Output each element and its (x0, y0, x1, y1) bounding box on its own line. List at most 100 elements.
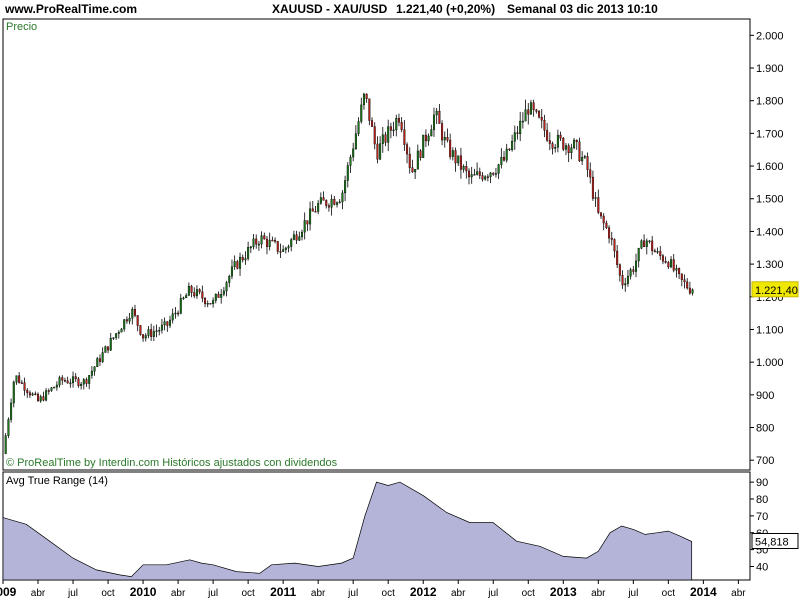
candle-body (524, 109, 527, 122)
candle-body (540, 117, 543, 121)
candle-body (128, 317, 131, 322)
candle-body (115, 333, 118, 338)
candle-body (333, 198, 336, 205)
candle-body (400, 122, 403, 130)
candle-body (336, 202, 339, 205)
candle-body (152, 331, 155, 337)
x-tick-label: abr (31, 588, 46, 599)
candle-body (551, 143, 554, 149)
x-tick-label: jul (627, 588, 638, 599)
price-tick-label: 1.400 (756, 226, 784, 238)
candle-body (441, 123, 444, 141)
candle-body (90, 370, 93, 376)
x-tick-label: abr (171, 588, 186, 599)
candle-body (209, 303, 212, 305)
x-tick-label: jul (347, 588, 358, 599)
candle-body (538, 111, 541, 118)
candle-body (616, 250, 619, 265)
candle-body (303, 220, 306, 233)
x-tick-label: abr (591, 588, 606, 599)
candle-body (72, 376, 75, 384)
candle-body (543, 120, 546, 131)
candle-body (295, 234, 298, 241)
candle-body (626, 275, 629, 284)
candle-body (298, 236, 301, 241)
candle-body (608, 227, 611, 239)
candle-body (142, 334, 145, 339)
quote-label: 1.221,40 (+0,20%) (396, 2, 496, 16)
candle-body (74, 376, 77, 380)
candle-body (680, 273, 683, 280)
candle-body (532, 102, 535, 111)
candle-body (133, 308, 136, 316)
candle-body (292, 234, 295, 240)
candle-body (344, 180, 347, 194)
candle-body (179, 298, 182, 314)
candle-body (656, 251, 659, 253)
candle-body (513, 132, 516, 142)
x-tick-label: abr (311, 588, 326, 599)
candle-body (395, 118, 398, 131)
candle-body (204, 298, 207, 304)
price-tick-label: 900 (756, 390, 774, 402)
candle-body (212, 300, 215, 304)
candle-body (451, 150, 454, 157)
price-panel-footer: © ProRealTime by Interdin.com Históricos… (6, 457, 338, 469)
candle-body (546, 130, 549, 141)
candle-body (282, 249, 285, 252)
x-tick-label: 2009 (0, 585, 17, 599)
candle-body (640, 240, 643, 249)
candle-body (387, 126, 390, 143)
x-tick-label: 2013 (550, 585, 577, 599)
candle-body (69, 382, 72, 385)
candle-body (28, 392, 31, 396)
price-tick-label: 1.700 (756, 128, 784, 140)
candle-body (319, 197, 322, 204)
candle-body (96, 358, 99, 368)
candle-body (476, 171, 479, 175)
candle-body (397, 118, 400, 123)
price-tick-label: 1.800 (756, 96, 784, 108)
candle-body (629, 269, 632, 277)
candle-body (193, 292, 196, 297)
candle-body (527, 109, 530, 115)
candle-body (271, 239, 274, 242)
price-tick-label: 1.900 (756, 63, 784, 75)
candle-body (177, 312, 180, 315)
price-tick-label: 1.000 (756, 357, 784, 369)
x-tick-label: 2011 (270, 585, 296, 599)
candle-body (365, 93, 368, 99)
candle-body (120, 328, 123, 333)
candle-body (7, 419, 10, 436)
candle-body (12, 381, 15, 404)
candle-body (61, 377, 64, 381)
candle-body (586, 156, 589, 170)
x-tick-label: 2010 (130, 585, 157, 599)
candle-body (317, 203, 320, 212)
candle-body (691, 289, 694, 294)
candle-body (508, 148, 511, 151)
candle-body (529, 102, 532, 115)
candle-body (521, 120, 524, 123)
candle-body (357, 121, 360, 134)
candle-body (594, 197, 597, 199)
candle-body (125, 319, 128, 322)
candle-body (63, 380, 66, 382)
candle-body (109, 338, 112, 351)
candle-body (435, 110, 438, 116)
candle-body (478, 171, 481, 176)
candle-body (457, 155, 460, 164)
symbol-label: XAUUSD - XAU/USD (272, 2, 388, 16)
candle-body (263, 235, 266, 240)
candle-body (497, 164, 500, 174)
candle-body (686, 281, 689, 289)
candle-body (597, 197, 600, 213)
candle-body (249, 246, 252, 249)
candle-body (548, 140, 551, 144)
candle-body (166, 321, 169, 326)
candle-body (602, 215, 605, 224)
candle-body (160, 324, 163, 331)
candle-body (260, 235, 263, 245)
x-tick-label: jul (487, 588, 498, 599)
candle-body (473, 174, 476, 176)
